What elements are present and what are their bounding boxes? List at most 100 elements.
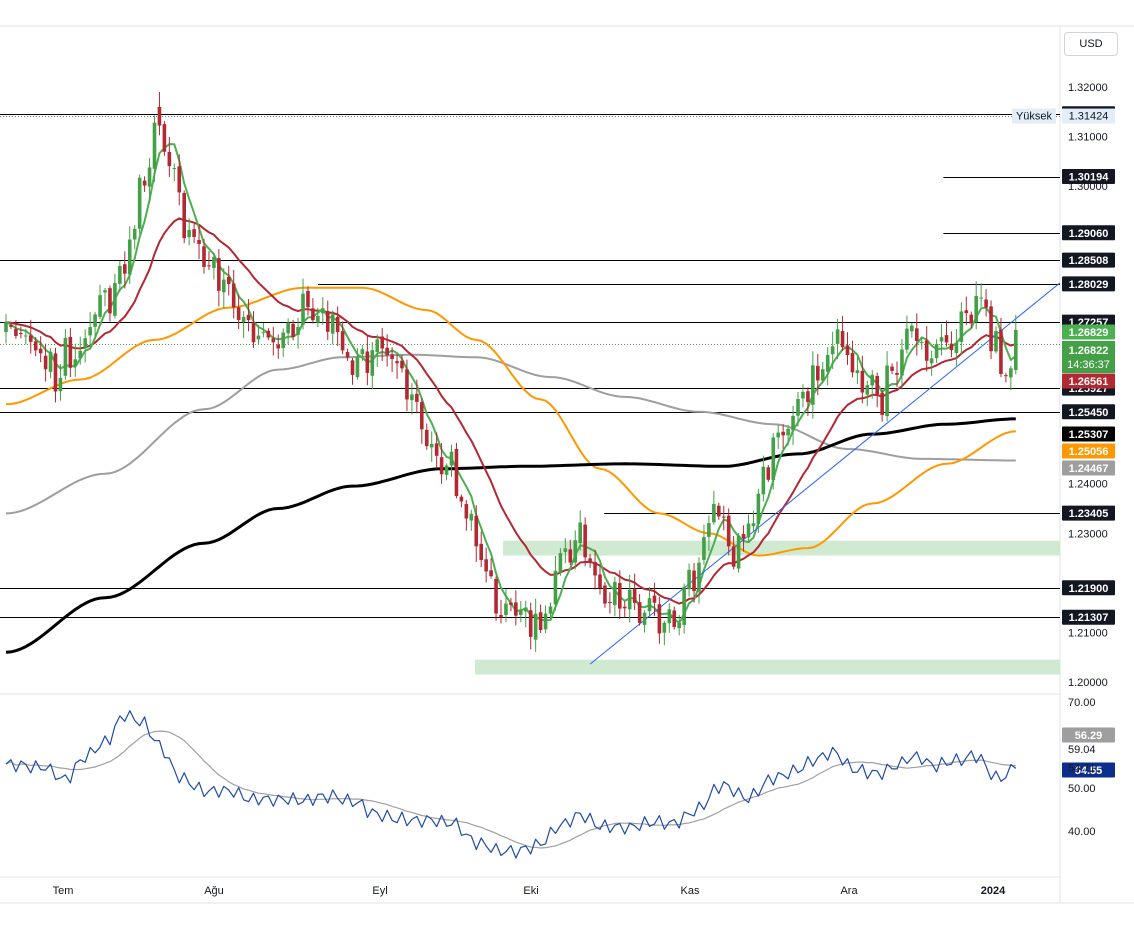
- candle-body: [786, 428, 790, 436]
- candle-127: [632, 573, 637, 610]
- candle-body: [924, 340, 929, 361]
- candle-body: [261, 332, 266, 334]
- candle-body: [256, 335, 261, 340]
- candle-25: [127, 226, 132, 284]
- candle-119: [593, 549, 597, 590]
- candle-135: [672, 606, 677, 630]
- candle-86: [429, 431, 434, 462]
- candle-body: [157, 106, 162, 126]
- time-tick-label: Tem: [53, 885, 74, 897]
- candle-body: [677, 622, 681, 629]
- candle-body: [845, 345, 850, 356]
- candle-194: [964, 296, 969, 325]
- candle-144: [717, 502, 721, 520]
- candle-body: [717, 505, 721, 517]
- price-tick-label: 1.31000: [1068, 132, 1108, 144]
- level-tag-1.21307-text: 1.21307: [1069, 612, 1109, 624]
- candle-body: [63, 337, 68, 376]
- candle-body: [14, 329, 18, 336]
- level-tag-1.21307-bg: [1062, 609, 1115, 625]
- candle-11: [58, 364, 63, 401]
- candle-124: [618, 570, 622, 620]
- candle-body: [880, 392, 884, 415]
- candle-105: [523, 600, 528, 628]
- support-zone-2: [475, 659, 1060, 675]
- candle-body: [900, 349, 904, 376]
- candle-185: [919, 336, 924, 350]
- candle-body: [113, 282, 117, 316]
- candle-190: [944, 320, 949, 347]
- candle-body: [603, 585, 607, 604]
- currency-button[interactable]: USD: [1064, 32, 1118, 56]
- rsi-tag-56.29-text: 56.29: [1075, 730, 1103, 742]
- candle-132: [657, 596, 662, 644]
- candle-48: [241, 311, 246, 339]
- candle-body: [855, 370, 860, 374]
- candle-body: [1004, 375, 1008, 377]
- candle-body: [553, 570, 558, 605]
- candle-body: [613, 581, 617, 605]
- candle-body: [202, 246, 206, 267]
- rsi-tick-label: 54.71: [1068, 763, 1096, 775]
- candle-171: [850, 340, 855, 378]
- candle-163: [811, 351, 815, 419]
- candle-88: [439, 442, 444, 484]
- candle-57: [286, 318, 290, 345]
- candle-56: [281, 328, 285, 357]
- candle-body: [707, 523, 711, 537]
- high-marker-value: 1.31424: [1069, 111, 1109, 123]
- candle-body: [187, 229, 191, 238]
- candle-196: [974, 281, 978, 330]
- candle-body: [736, 535, 741, 569]
- candle-body: [558, 553, 563, 573]
- candle-161: [801, 384, 805, 408]
- candle-body: [58, 377, 63, 392]
- level-tag-1.29060-text: 1.29060: [1069, 228, 1109, 240]
- candle-body: [494, 578, 498, 614]
- candle-109: [543, 605, 548, 634]
- candle-36: [182, 190, 186, 244]
- level-tag-1.28029: 1.28029: [1062, 276, 1115, 292]
- candle-183: [910, 322, 914, 338]
- price-tick-label: 1.30000: [1068, 181, 1108, 193]
- level-tag-1.28508-text: 1.28508: [1069, 255, 1109, 267]
- candle-body: [969, 314, 974, 324]
- candle-body: [870, 374, 875, 386]
- candle-13: [68, 327, 73, 378]
- candle-body: [756, 493, 761, 525]
- candle-89: [444, 463, 449, 481]
- candle-42: [212, 253, 216, 280]
- candle-body: [93, 314, 97, 327]
- candle-body: [291, 323, 295, 337]
- candle-100: [499, 599, 503, 624]
- candle-body: [954, 342, 959, 353]
- candle-body: [330, 314, 335, 334]
- candle-body: [509, 602, 513, 605]
- candle-24: [123, 251, 127, 289]
- candle-body: [217, 258, 221, 291]
- candle-189: [939, 323, 944, 356]
- candle-166: [825, 347, 830, 386]
- candle-188: [934, 339, 939, 364]
- support-zone-1: [503, 540, 1060, 556]
- candle-body: [19, 333, 23, 335]
- candle-body: [885, 365, 889, 417]
- candle-body: [543, 613, 548, 630]
- candle-82: [410, 383, 414, 415]
- candle-body: [949, 343, 954, 351]
- candle-137: [682, 583, 686, 634]
- rsi-tag-54.55: 54.55: [1062, 762, 1115, 778]
- candle-84: [420, 398, 424, 444]
- candle-75: [375, 334, 380, 367]
- candle-143: [712, 490, 716, 525]
- candle-body: [53, 353, 58, 392]
- candle-body: [919, 342, 924, 344]
- candle-body: [449, 451, 454, 466]
- candle-95: [474, 505, 479, 562]
- high-marker-label-bg: [1012, 108, 1056, 124]
- rsi-tick-label: 59.04: [1068, 744, 1096, 756]
- candle-body: [142, 180, 147, 186]
- candle-body: [964, 310, 969, 314]
